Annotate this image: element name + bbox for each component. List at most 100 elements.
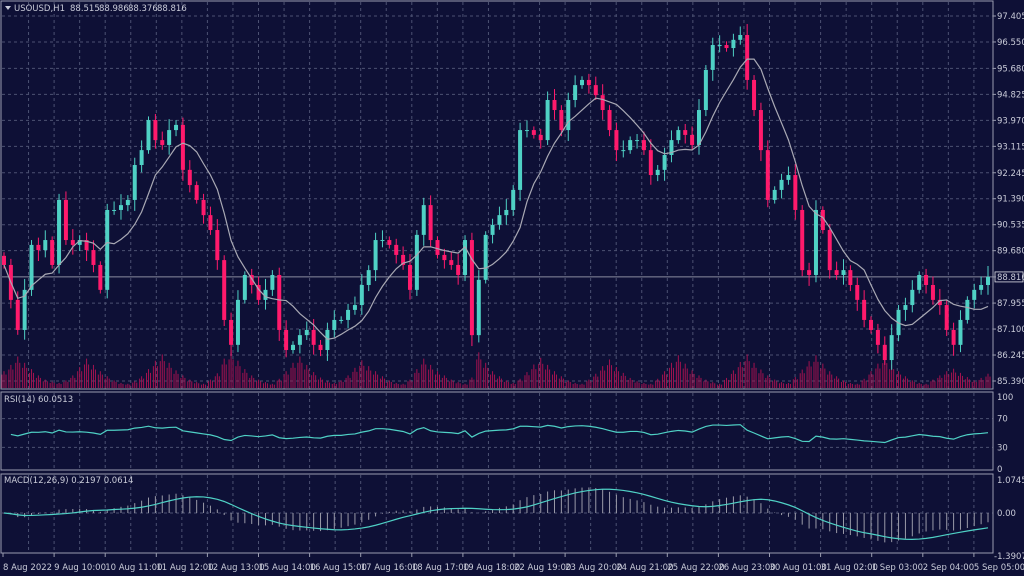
volume-bar — [714, 383, 716, 388]
volume-bar — [817, 361, 819, 388]
volume-bar — [774, 379, 776, 388]
macd-histogram-bar — [106, 509, 108, 513]
volume-bar — [473, 379, 475, 388]
volume-bar — [381, 376, 383, 388]
bear-candle — [36, 244, 41, 251]
volume-bar — [659, 380, 661, 388]
volume-bar — [689, 373, 691, 388]
bear-candle — [187, 169, 192, 186]
dropdown-triangle-icon[interactable] — [5, 6, 11, 10]
bear-candle — [614, 130, 619, 151]
bull-candle — [779, 179, 784, 190]
bear-candle — [435, 240, 440, 255]
bear-candle — [401, 254, 406, 265]
bull-candle — [910, 289, 915, 306]
volume-bar — [294, 367, 296, 388]
macd-histogram-bar — [581, 487, 583, 513]
bull-candle — [476, 279, 481, 336]
bear-candle — [407, 264, 412, 290]
rsi-pane — [10, 424, 989, 444]
volume-bar — [22, 367, 24, 388]
time-label: 24 Aug 21:00 — [616, 563, 673, 573]
volume-bar — [437, 371, 439, 388]
volume-bar — [150, 372, 152, 388]
macd-histogram-bar — [285, 513, 287, 529]
bear-candle — [70, 240, 75, 245]
volume-bar — [90, 369, 92, 388]
volume-bar — [237, 360, 239, 388]
volume-bar — [978, 379, 980, 388]
volume-bar — [359, 365, 361, 388]
volume-bar — [115, 381, 117, 388]
volume-bar — [182, 375, 184, 388]
macd-histogram-bar — [829, 513, 831, 532]
macd-histogram-bar — [175, 493, 177, 513]
volume-bar — [829, 371, 831, 388]
macd-histogram-bar — [877, 513, 879, 541]
bear-candle — [229, 319, 234, 345]
price-label: 91.390 — [997, 195, 1024, 205]
macd-histogram-bar — [547, 491, 549, 513]
volume-bar — [937, 377, 939, 388]
volume-bar — [600, 370, 602, 388]
volume-bar — [955, 372, 957, 388]
volume-bar — [125, 384, 127, 388]
volume-bar — [99, 371, 101, 388]
volume-bar — [492, 371, 494, 388]
time-label: 16 Aug 15:00 — [310, 563, 367, 573]
volume-bar — [266, 383, 268, 388]
macd-histogram-bar — [664, 507, 666, 513]
volume-bar — [746, 354, 748, 388]
volume-bar — [156, 366, 158, 388]
macd-signal-line — [3, 488, 989, 540]
volume-bar — [445, 377, 447, 388]
volume-bar — [143, 378, 145, 388]
volume-bar — [717, 384, 719, 388]
volume-bar — [77, 371, 79, 388]
volume-bar — [166, 367, 168, 388]
volume-bar — [418, 372, 420, 388]
volume-bar — [79, 367, 81, 388]
volume-bar — [345, 377, 347, 388]
volume-bar — [810, 366, 812, 388]
volume-bar — [53, 382, 55, 388]
volume-bar — [730, 373, 732, 388]
volume-bar — [519, 378, 521, 388]
volume-bar — [533, 364, 535, 388]
bear-candle — [449, 260, 454, 265]
volume-bar — [622, 372, 624, 388]
macd-histogram-bar — [932, 513, 934, 531]
volume-bar — [590, 381, 592, 388]
macd-histogram-bar — [182, 495, 184, 513]
volume-bar — [597, 376, 599, 388]
volume-bar — [512, 382, 514, 388]
volume-bar — [173, 373, 175, 388]
volume-bar — [542, 363, 544, 388]
macd-histogram-bar — [622, 497, 624, 513]
price-axis[interactable]: 97.405 96.550 95.680 94.825 93.970 93.115 92.2… — [993, 12, 1024, 562]
macd-histogram-bar — [636, 500, 638, 513]
macd-histogram-bar — [567, 489, 569, 513]
macd-histogram-bar — [209, 505, 211, 513]
volume-bar — [932, 379, 934, 388]
time-label: 26 Aug 23:00 — [718, 563, 775, 573]
bull-candle — [511, 189, 516, 210]
volume-bar — [496, 378, 498, 388]
volume-bar — [356, 371, 358, 388]
bull-candle — [524, 130, 529, 132]
volume-bar — [221, 364, 223, 388]
macd-histogram-bar — [278, 513, 280, 527]
volume-bar — [184, 377, 186, 388]
bull-candle — [545, 99, 550, 141]
volume-bar — [744, 361, 746, 388]
volume-bar — [540, 357, 542, 388]
macd-histogram-bar — [271, 513, 273, 525]
macd-histogram-bar — [333, 513, 335, 529]
volume-bar — [214, 376, 216, 388]
volume-bar — [941, 377, 943, 388]
volume-bar — [397, 383, 399, 388]
bull-candle — [146, 120, 151, 151]
bull-candle — [359, 285, 364, 306]
